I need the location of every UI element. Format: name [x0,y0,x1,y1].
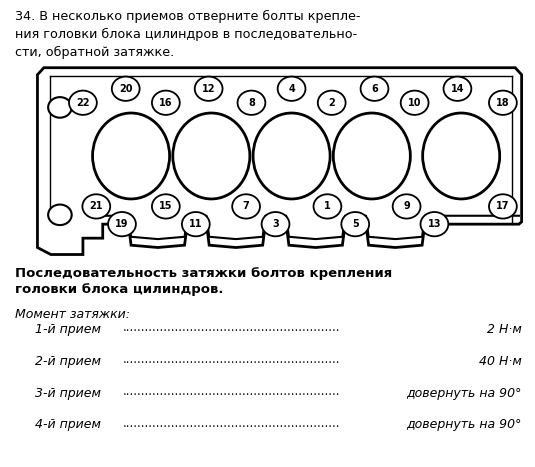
Circle shape [401,91,429,115]
Text: ..........................................................: ........................................… [123,385,341,398]
Text: 2: 2 [328,98,335,108]
Circle shape [69,91,97,115]
Circle shape [82,194,110,219]
Circle shape [112,77,140,101]
Circle shape [108,212,136,236]
Text: 12: 12 [202,84,216,94]
Text: 9: 9 [403,201,410,212]
Text: 13: 13 [427,219,441,229]
Text: 34. В несколько приемов отверните болты крепле-
ния головки блока цилиндров в по: 34. В несколько приемов отверните болты … [15,10,361,58]
Text: 2 Н·м: 2 Н·м [487,323,522,336]
Circle shape [152,194,180,219]
Text: 8: 8 [248,98,255,108]
Text: 40 Н·м: 40 Н·м [479,355,522,368]
Circle shape [48,97,72,118]
Ellipse shape [253,113,330,199]
Text: Последовательность затяжки болтов крепления
головки блока цилиндров.: Последовательность затяжки болтов крепле… [15,267,392,296]
Ellipse shape [173,113,250,199]
Text: Момент затяжки:: Момент затяжки: [15,308,130,321]
Text: ..........................................................: ........................................… [123,353,341,366]
Ellipse shape [333,113,410,199]
Text: довернуть на 90°: довернуть на 90° [406,418,522,432]
Text: 22: 22 [76,98,90,108]
Polygon shape [37,68,522,255]
Text: довернуть на 90°: довернуть на 90° [406,387,522,400]
Circle shape [314,194,341,219]
Text: 18: 18 [496,98,510,108]
Circle shape [48,205,72,225]
Circle shape [341,212,369,236]
Text: 5: 5 [352,219,358,229]
Text: ..........................................................: ........................................… [123,321,341,334]
Text: 17: 17 [496,201,510,212]
Text: 4: 4 [288,84,295,94]
Text: 10: 10 [408,98,422,108]
Circle shape [444,77,471,101]
Text: 14: 14 [450,84,464,94]
Text: 4-й прием: 4-й прием [35,418,101,432]
Text: 16: 16 [159,98,173,108]
Text: 3: 3 [272,219,279,229]
Circle shape [489,91,517,115]
Circle shape [232,194,260,219]
Text: 21: 21 [89,201,103,212]
Text: 19: 19 [115,219,129,229]
Text: 20: 20 [119,84,133,94]
Circle shape [361,77,388,101]
Text: 1: 1 [324,201,331,212]
Text: 15: 15 [159,201,173,212]
Text: ..........................................................: ........................................… [123,417,341,430]
Circle shape [152,91,180,115]
Circle shape [195,77,223,101]
Text: 3-й прием: 3-й прием [35,387,101,400]
Circle shape [182,212,210,236]
Ellipse shape [93,113,170,199]
Text: 7: 7 [243,201,249,212]
Circle shape [318,91,346,115]
Circle shape [278,77,305,101]
Text: 2-й прием: 2-й прием [35,355,101,368]
Circle shape [393,194,421,219]
Text: 11: 11 [189,219,203,229]
Circle shape [421,212,448,236]
Ellipse shape [423,113,500,199]
Text: 6: 6 [371,84,378,94]
Circle shape [262,212,289,236]
Circle shape [489,194,517,219]
Circle shape [238,91,265,115]
Text: 1-й прием: 1-й прием [35,323,101,336]
